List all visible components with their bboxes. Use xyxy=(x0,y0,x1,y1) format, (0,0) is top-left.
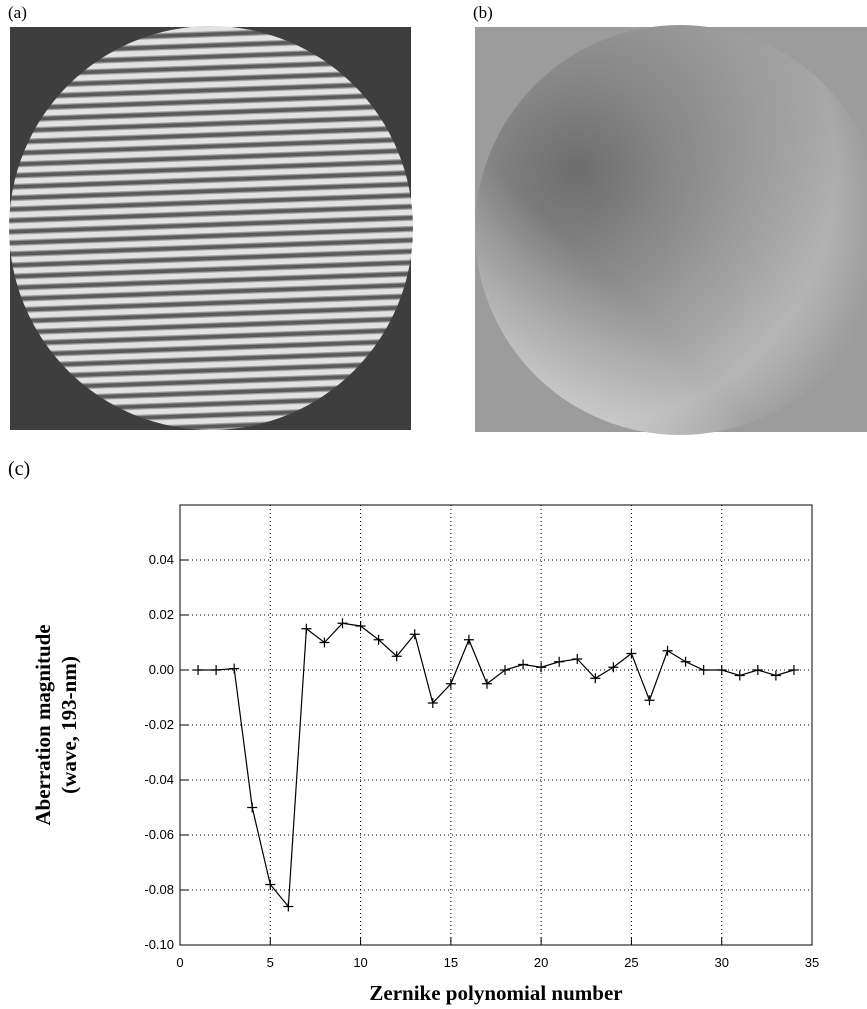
x-tick-label: 20 xyxy=(534,955,548,970)
data-marker xyxy=(301,624,311,634)
y-tick-label: 0.00 xyxy=(149,662,174,677)
data-marker xyxy=(699,665,709,675)
y-tick-label: 0.04 xyxy=(149,552,174,567)
y-tick-label: -0.06 xyxy=(144,827,174,842)
data-marker xyxy=(735,671,745,681)
data-marker xyxy=(626,649,636,659)
data-marker xyxy=(229,664,239,674)
data-marker xyxy=(500,665,510,675)
x-tick-label: 15 xyxy=(444,955,458,970)
x-tick-label: 10 xyxy=(353,955,367,970)
x-tick-label: 25 xyxy=(624,955,638,970)
data-marker xyxy=(663,646,673,656)
data-marker xyxy=(482,679,492,689)
x-tick-label: 5 xyxy=(267,955,274,970)
y-axis-title-line: Aberration magnitude xyxy=(31,624,55,825)
data-marker xyxy=(753,665,763,675)
data-marker xyxy=(193,665,203,675)
x-axis-title: Zernike polynomial number xyxy=(369,981,622,1005)
data-marker xyxy=(464,635,474,645)
data-marker xyxy=(789,665,799,675)
panel-label: (c) xyxy=(8,458,30,480)
data-marker xyxy=(518,660,528,670)
data-marker xyxy=(717,665,727,675)
data-marker xyxy=(536,662,546,672)
phase-map-shade xyxy=(475,25,867,435)
y-axis-title: Aberration magnitude (wave, 193-nm) xyxy=(31,624,81,825)
y-tick-label: -0.08 xyxy=(144,882,174,897)
data-marker xyxy=(356,621,366,631)
y-tick-label: -0.10 xyxy=(144,937,174,952)
data-marker xyxy=(644,695,654,705)
page: (a) (b) (c) Zernike polynomial number Ab… xyxy=(0,0,867,1009)
data-marker xyxy=(771,671,781,681)
data-line xyxy=(198,623,794,906)
data-marker xyxy=(247,803,257,813)
y-tick-label: 0.02 xyxy=(149,607,174,622)
panel-label: (b) xyxy=(473,3,493,22)
panel-label: (a) xyxy=(8,3,27,22)
y-axis-title-line: (wave, 193-nm) xyxy=(57,656,81,794)
data-marker xyxy=(554,657,564,667)
interferogram xyxy=(9,26,413,430)
x-tick-label: 30 xyxy=(714,955,728,970)
x-tick-label: 35 xyxy=(805,955,819,970)
x-tick-label: 0 xyxy=(176,955,183,970)
data-marker xyxy=(211,665,221,675)
y-tick-label: -0.04 xyxy=(144,772,174,787)
data-marker xyxy=(608,662,618,672)
y-tick-label: -0.02 xyxy=(144,717,174,732)
data-marker xyxy=(681,657,691,667)
figure: (a) (b) (c) Zernike polynomial number Ab… xyxy=(0,0,867,1009)
